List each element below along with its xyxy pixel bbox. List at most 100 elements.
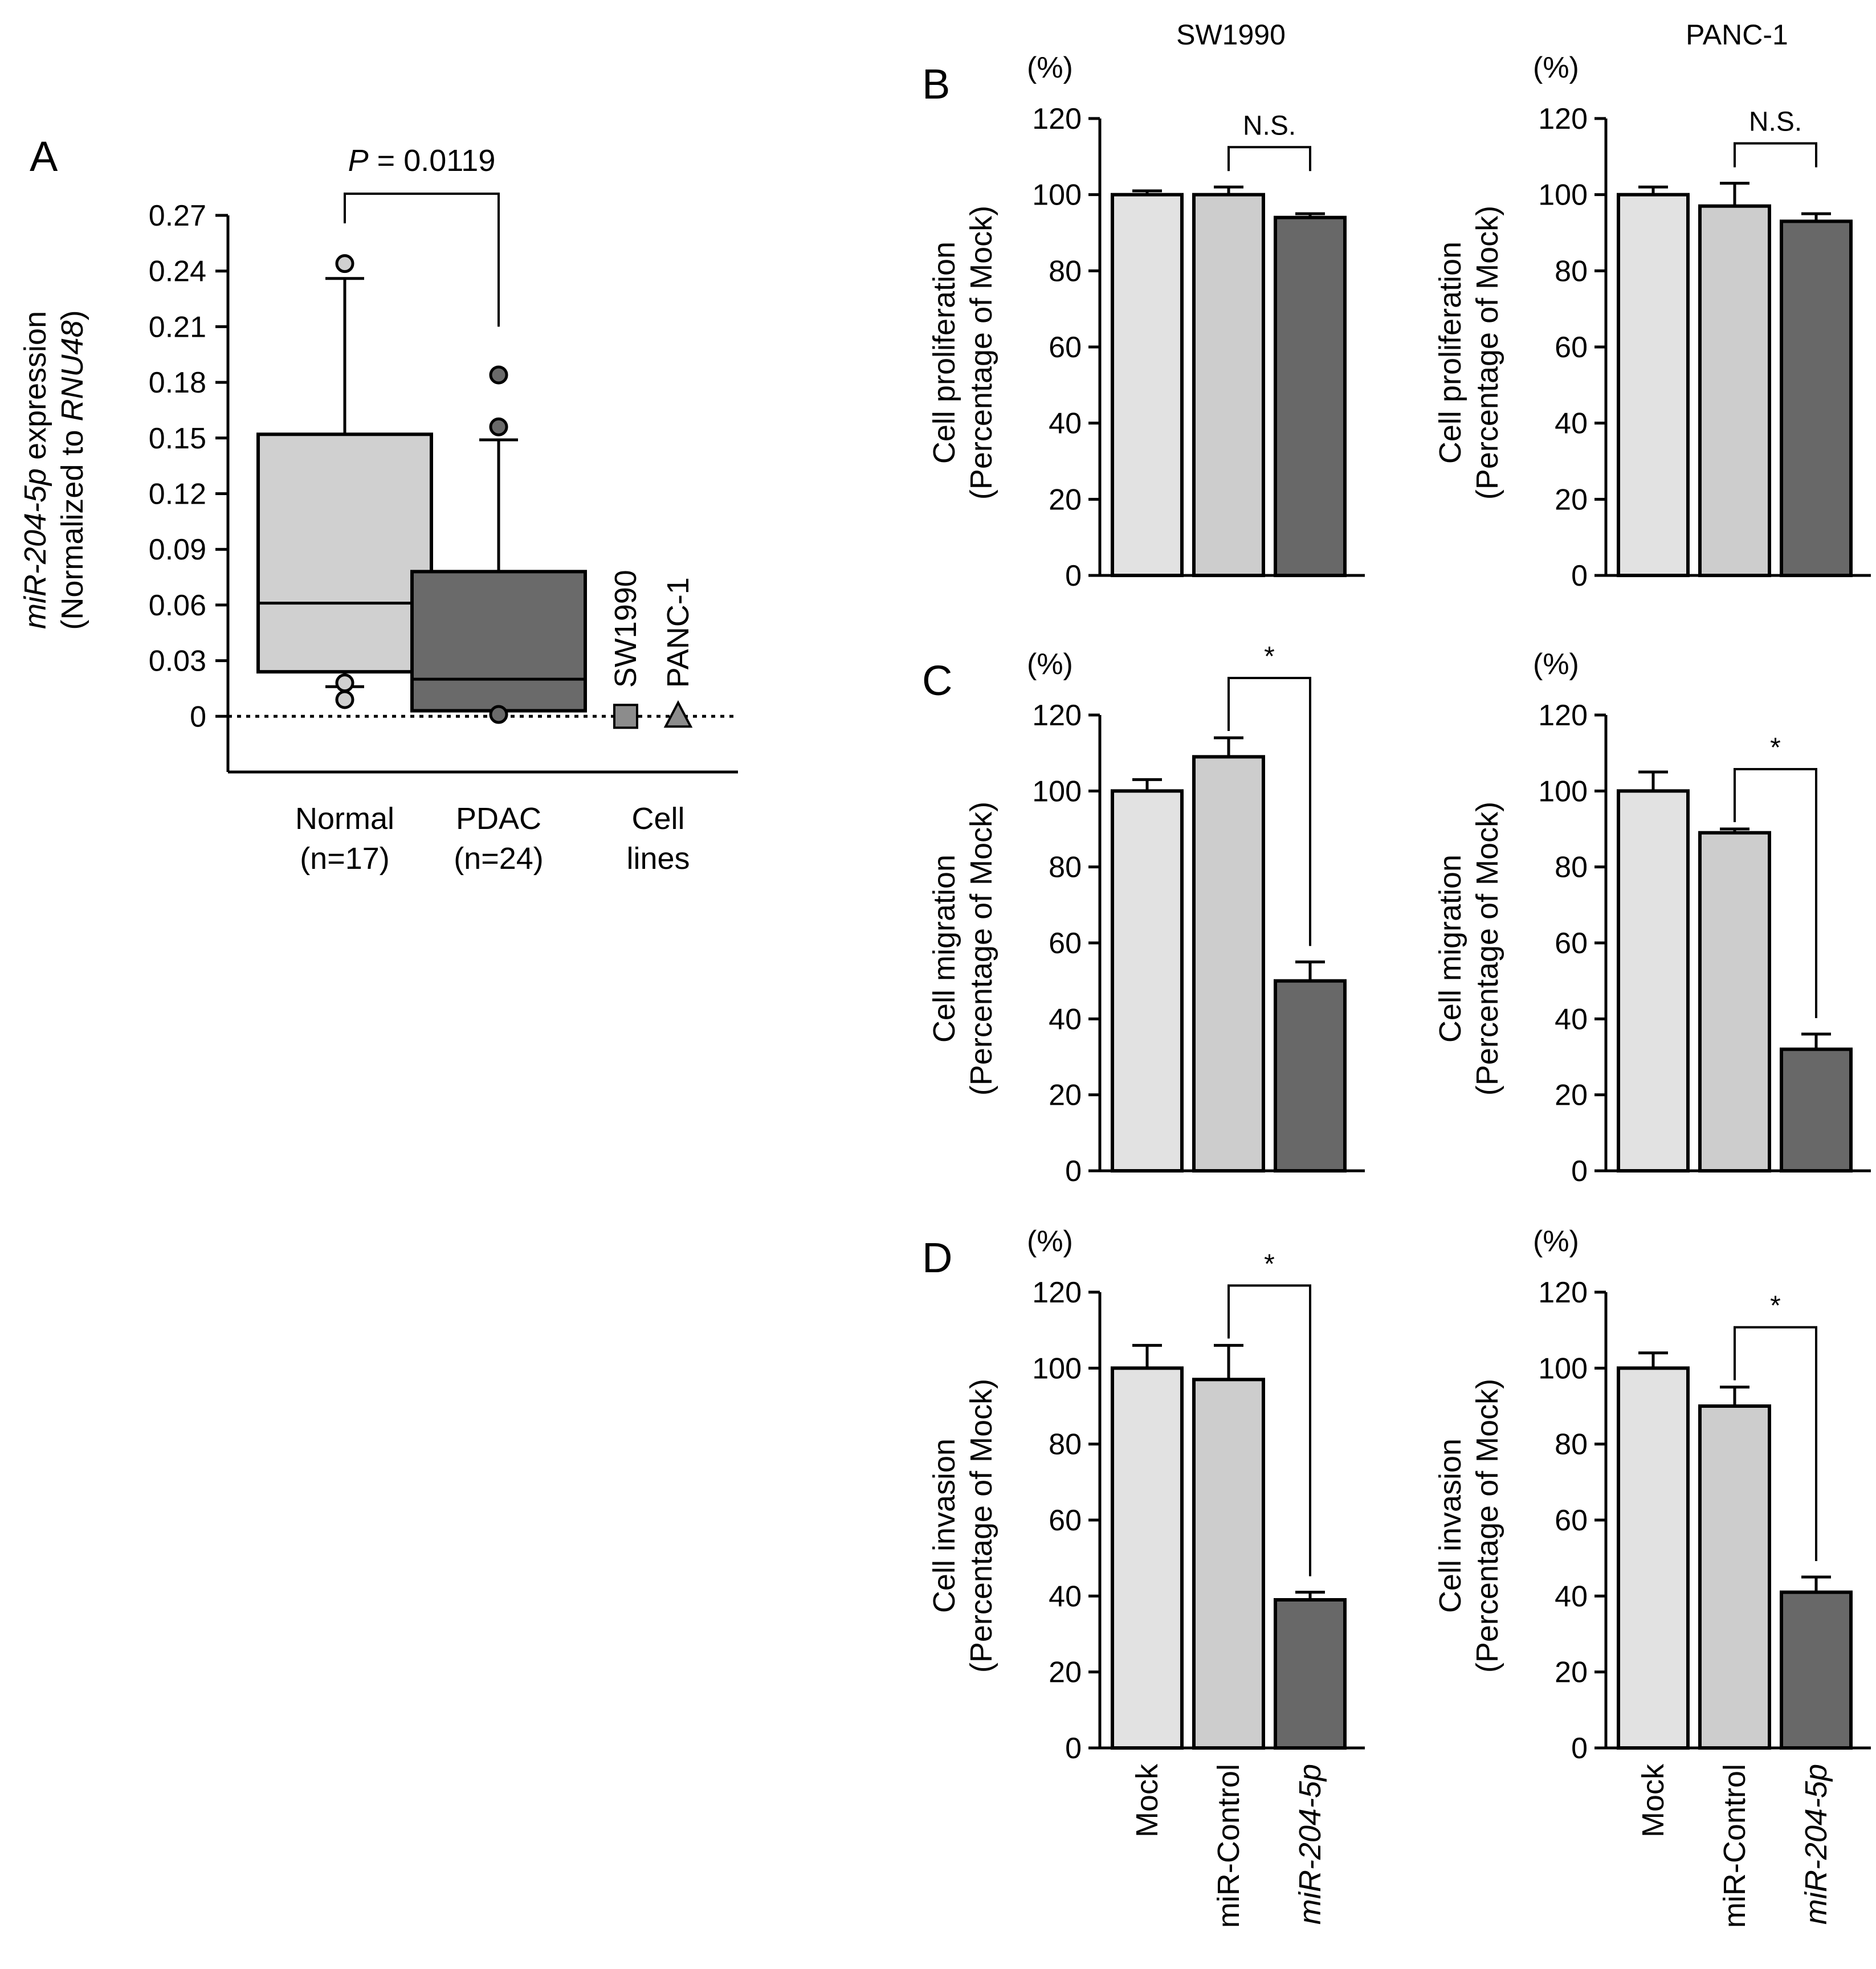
- significance-label: N.S.: [1749, 107, 1802, 137]
- y-tick-label: 0: [190, 700, 206, 733]
- outlier-point: [335, 690, 354, 709]
- panel-label: D: [922, 1234, 952, 1281]
- y-tick-label: 80: [1049, 1428, 1082, 1461]
- y-tick-label: 0: [1571, 1155, 1588, 1188]
- y-tick-label: 0.09: [149, 533, 206, 566]
- y-tick-label: 40: [1049, 1003, 1082, 1036]
- unit-label: (%): [1533, 1225, 1579, 1258]
- y-tick-label: 0.27: [149, 199, 206, 232]
- y-tick-label: 0.15: [149, 422, 206, 455]
- bar-chart-d-sw1990: D (%) 0 20 40 60 80 100 120 Cell invasion (Percent…: [922, 1225, 1365, 1928]
- panel-a-boxplot: A 0 0.03 0.06 0.09 0.12 0.15 0.18 0.21 0.24 0.27 mi…: [18, 133, 738, 876]
- bar-chart-b-panc-1: PANC-1 (%) 0 20 40 60 80 100 120 Cell proliferati…: [1433, 19, 1871, 593]
- y-tick-label: 0.21: [149, 311, 206, 344]
- outlier-point: [489, 417, 508, 436]
- bar-mir-control: [1698, 831, 1771, 1173]
- y-tick-label: 20: [1049, 1656, 1082, 1689]
- y-tick-label: 80: [1555, 1428, 1588, 1461]
- y-tick-label: 80: [1555, 255, 1588, 288]
- bar-chart-c-panc-1: (%) 0 20 40 60 80 100 120 Cell migration (Percent…: [1433, 648, 1871, 1188]
- cell-lines-label: Cell: [631, 802, 684, 836]
- y-tick-label: 0: [1065, 1732, 1082, 1765]
- significance-bracket: [1227, 677, 1311, 946]
- bar-mir-control: [1698, 204, 1771, 577]
- significance-bracket: [1734, 768, 1817, 1018]
- bar-chart-b-sw1990: SW1990 B (%) 0 20 40 60 80 100 120 Cell proliferat…: [922, 19, 1365, 593]
- y-tick-label: 40: [1049, 407, 1082, 440]
- unit-label: (%): [1533, 648, 1579, 681]
- category-label: miR-204-5p: [1799, 1764, 1833, 1925]
- box: [410, 570, 587, 713]
- bar-mock: [1111, 789, 1184, 1173]
- significance-label: *: [1770, 1291, 1781, 1321]
- category-label: miR-Control: [1212, 1764, 1246, 1928]
- bar-mir-204-5p: [1780, 1590, 1853, 1750]
- bar-chart-c-sw1990: C (%) 0 20 40 60 80 100 120 Cell migration (Percen…: [922, 642, 1365, 1188]
- significance-bracket: [1227, 1284, 1311, 1576]
- bar-mock: [1111, 1366, 1184, 1750]
- y-axis-label: miR-204-5p expression: [18, 311, 52, 629]
- significance-label: *: [1264, 642, 1275, 672]
- bar-mir-204-5p: [1274, 215, 1347, 577]
- y-axis-label-sub: (Percentage of Mock): [964, 206, 998, 500]
- category-label: Mock: [1130, 1763, 1164, 1837]
- bar-mir-control: [1192, 193, 1265, 577]
- column-title: SW1990: [1176, 19, 1286, 51]
- bar-mir-control: [1192, 755, 1265, 1173]
- y-tick-label: 120: [1538, 103, 1588, 136]
- category-label: miR-Control: [1718, 1764, 1752, 1928]
- panel-label: B: [922, 60, 950, 108]
- box: [256, 432, 433, 674]
- p-value-label: P = 0.0119: [348, 144, 496, 178]
- y-tick-label: 20: [1555, 483, 1588, 516]
- y-tick-label: 60: [1555, 927, 1588, 960]
- bar-mir-control: [1698, 1404, 1771, 1750]
- cell-line-label: SW1990: [609, 570, 643, 688]
- bar-mock: [1617, 789, 1690, 1173]
- bar-chart-d-panc-1: (%) 0 20 40 60 80 100 120 Cell invasion (Percenta…: [1433, 1225, 1871, 1928]
- y-tick-label: 0.03: [149, 645, 206, 678]
- y-tick-label: 40: [1555, 1580, 1588, 1613]
- unit-label: (%): [1027, 648, 1073, 681]
- y-axis-label: Cell migration: [1433, 855, 1467, 1043]
- y-tick-label: 0: [1571, 1732, 1588, 1765]
- y-tick-label: 0.24: [149, 255, 206, 288]
- outlier-point: [489, 365, 508, 385]
- unit-label: (%): [1027, 51, 1073, 84]
- y-tick-label: 20: [1555, 1079, 1588, 1112]
- significance-bracket: [1734, 1326, 1817, 1561]
- y-axis-label-sub: (Percentage of Mock): [1470, 802, 1504, 1096]
- y-tick-label: 0.12: [149, 478, 206, 511]
- bar-mir-204-5p: [1274, 1598, 1347, 1750]
- significance-bracket: [1227, 146, 1311, 171]
- y-tick-label: 60: [1555, 331, 1588, 364]
- y-axis-label-sub: (Percentage of Mock): [1470, 1379, 1504, 1673]
- y-tick-label: 100: [1538, 179, 1588, 212]
- cell-line-marker-triangle: [663, 700, 693, 728]
- box-group-normal: Normal (n=17): [256, 254, 433, 876]
- y-axis-label-sub: (Normalized to RNU48): [55, 310, 89, 630]
- y-axis-label-sub: (Percentage of Mock): [964, 802, 998, 1096]
- cell-line-marker-square: [613, 704, 638, 729]
- bar-mock: [1617, 1366, 1690, 1750]
- y-tick-label: 100: [1032, 1352, 1082, 1385]
- group-n-label: (n=24): [454, 841, 544, 876]
- group-label: Normal: [295, 802, 394, 836]
- y-tick-label: 120: [1538, 699, 1588, 732]
- y-tick-label: 0: [1065, 559, 1082, 593]
- significance-label: N.S.: [1243, 111, 1296, 141]
- significance-bracket: [1734, 142, 1817, 168]
- bar-mir-control: [1192, 1378, 1265, 1750]
- y-tick-label: 120: [1032, 103, 1082, 136]
- outlier-point: [335, 673, 354, 693]
- y-tick-label: 100: [1032, 179, 1082, 212]
- unit-label: (%): [1027, 1225, 1073, 1258]
- y-tick-label: 40: [1049, 1580, 1082, 1613]
- box-group-pdac: PDAC (n=24): [410, 365, 587, 876]
- bar-mir-204-5p: [1780, 219, 1853, 577]
- y-tick-label: 40: [1555, 1003, 1588, 1036]
- column-title: PANC-1: [1686, 19, 1788, 51]
- category-label: miR-204-5p: [1293, 1764, 1327, 1925]
- y-axis-label-sub: (Percentage of Mock): [1470, 206, 1504, 500]
